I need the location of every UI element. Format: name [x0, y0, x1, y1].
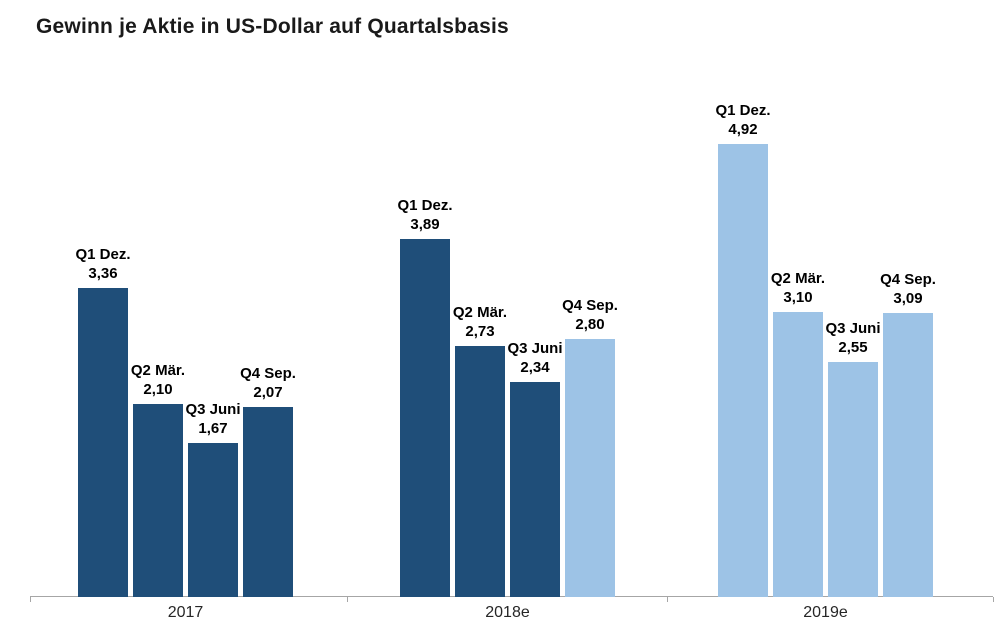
bar-2017-q2: [133, 404, 183, 597]
bar-label-value: 2,07: [253, 384, 283, 401]
bar-label-quarter: Q1 Dez.: [715, 102, 771, 119]
bar-label-2018e-q1: Q1 Dez. 3,89: [370, 196, 480, 234]
bar-label-quarter: Q2 Mär.: [770, 270, 826, 287]
bar-label-2017-q4: Q4 Sep. 2,07: [213, 364, 323, 402]
bar-2017-q4: [243, 407, 293, 597]
bar-2019e-q3: [828, 362, 878, 597]
bar-label-value: 2,80: [575, 316, 605, 333]
bar-label-2019e-q3: Q3 Juni 2,55: [798, 319, 908, 357]
axis-tick-3: [993, 597, 994, 602]
bar-label-2017-q3: Q3 Juni 1,67: [158, 400, 268, 438]
bar-2019e-q2: [773, 312, 823, 597]
bar-label-value: 2,10: [143, 381, 173, 398]
bar-label-value: 3,36: [88, 265, 118, 282]
bar-2018e-q1: [400, 239, 450, 597]
bar-label-value: 2,73: [465, 323, 495, 340]
bar-label-quarter: Q4 Sep.: [562, 297, 618, 314]
category-label-2017: 2017: [167, 604, 204, 621]
axis-tick-2: [667, 597, 668, 602]
bar-label-quarter: Q4 Sep.: [240, 365, 296, 382]
bar-2018e-q3: [510, 382, 560, 597]
bar-label-quarter: Q2 Mär.: [452, 304, 508, 321]
bar-label-value: 1,67: [198, 420, 228, 437]
bar-2019e-q4: [883, 313, 933, 597]
bar-label-value: 3,89: [410, 216, 440, 233]
bar-label-2018e-q3: Q3 Juni 2,34: [480, 339, 590, 377]
bar-label-value: 3,10: [783, 289, 813, 306]
bar-label-2019e-q1: Q1 Dez. 4,92: [688, 101, 798, 139]
bar-2017-q3: [188, 443, 238, 597]
category-label-2019e: 2019e: [803, 604, 848, 621]
bar-label-2019e-q2: Q2 Mär. 3,10: [743, 269, 853, 307]
bar-label-2018e-q2: Q2 Mär. 2,73: [425, 303, 535, 341]
axis-tick-0: [30, 597, 31, 602]
bar-2017-q1: [78, 288, 128, 597]
bar-label-quarter: Q2 Mär.: [130, 362, 186, 379]
bar-label-2019e-q4: Q4 Sep. 3,09: [853, 270, 963, 308]
bar-label-value: 2,34: [520, 359, 550, 376]
bar-label-quarter: Q3 Juni: [825, 320, 881, 337]
bar-label-value: 2,55: [838, 339, 868, 356]
bar-label-quarter: Q3 Juni: [507, 340, 563, 357]
bar-2018e-q4: [565, 339, 615, 597]
axis-tick-1: [347, 597, 348, 602]
bar-label-quarter: Q4 Sep.: [880, 271, 936, 288]
chart-title: Gewinn je Aktie in US-Dollar auf Quartal…: [36, 15, 509, 38]
category-label-2018e: 2018e: [485, 604, 530, 621]
bar-2019e-q1: [718, 144, 768, 597]
bar-label-2017-q2: Q2 Mär. 2,10: [103, 361, 213, 399]
bar-2018e-q2: [455, 346, 505, 597]
bar-label-2018e-q4: Q4 Sep. 2,80: [535, 296, 645, 334]
bar-label-quarter: Q1 Dez.: [75, 246, 131, 263]
bar-label-quarter: Q3 Juni: [185, 401, 241, 418]
bar-label-2017-q1: Q1 Dez. 3,36: [48, 245, 158, 283]
bar-label-quarter: Q1 Dez.: [397, 197, 453, 214]
bar-label-value: 4,92: [728, 121, 758, 138]
bar-label-value: 3,09: [893, 290, 923, 307]
